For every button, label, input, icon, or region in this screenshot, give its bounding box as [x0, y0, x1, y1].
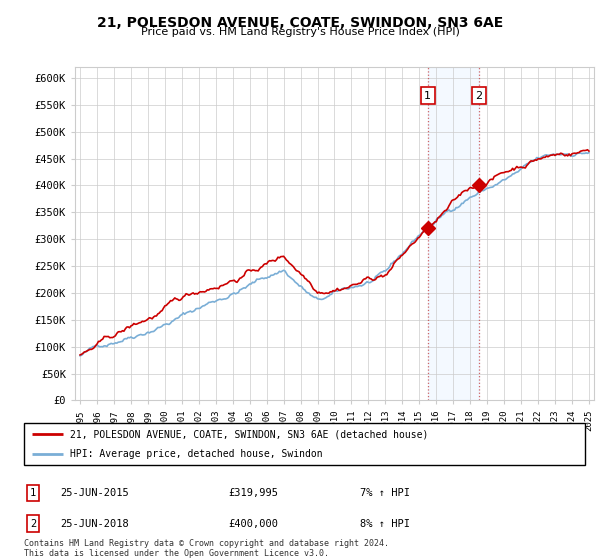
Text: Price paid vs. HM Land Registry's House Price Index (HPI): Price paid vs. HM Land Registry's House … [140, 27, 460, 37]
Text: 25-JUN-2018: 25-JUN-2018 [60, 519, 129, 529]
Text: 21, POLESDON AVENUE, COATE, SWINDON, SN3 6AE (detached house): 21, POLESDON AVENUE, COATE, SWINDON, SN3… [70, 429, 428, 439]
FancyBboxPatch shape [24, 423, 585, 465]
Text: 1: 1 [30, 488, 36, 498]
Text: £400,000: £400,000 [228, 519, 278, 529]
Text: 2: 2 [475, 91, 482, 101]
Text: 21, POLESDON AVENUE, COATE, SWINDON, SN3 6AE: 21, POLESDON AVENUE, COATE, SWINDON, SN3… [97, 16, 503, 30]
Text: HPI: Average price, detached house, Swindon: HPI: Average price, detached house, Swin… [70, 449, 323, 459]
Text: 25-JUN-2015: 25-JUN-2015 [60, 488, 129, 498]
Text: Contains HM Land Registry data © Crown copyright and database right 2024.
This d: Contains HM Land Registry data © Crown c… [24, 539, 389, 558]
Bar [428, 67, 479, 400]
Text: 8% ↑ HPI: 8% ↑ HPI [360, 519, 410, 529]
Text: £319,995: £319,995 [228, 488, 278, 498]
Text: 1: 1 [424, 91, 431, 101]
Text: 7% ↑ HPI: 7% ↑ HPI [360, 488, 410, 498]
Text: 2: 2 [30, 519, 36, 529]
